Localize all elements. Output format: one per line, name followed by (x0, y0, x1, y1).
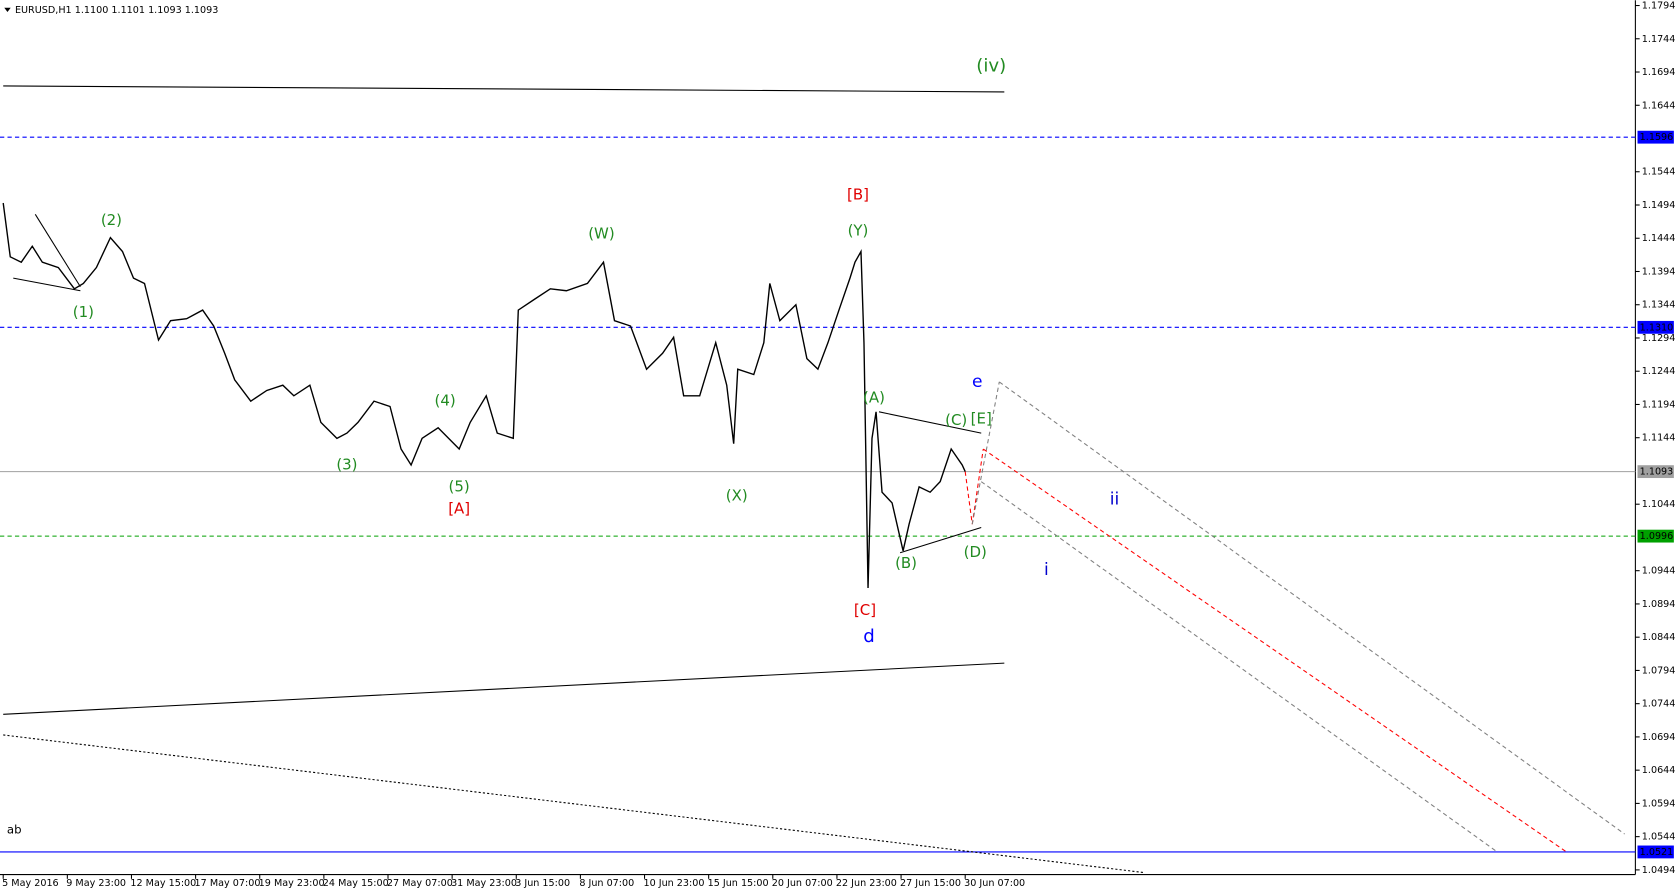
wave-label: (A) (863, 388, 885, 406)
wave-label: (X) (726, 487, 748, 505)
trend-line (34, 214, 81, 288)
x-tick-label: 12 May 15:00 (130, 878, 196, 889)
wave-label: i (1044, 560, 1049, 580)
wave-label: (4) (435, 392, 456, 410)
wave-label: [B] (847, 186, 869, 204)
wave-label: (C) (945, 411, 967, 429)
price-level-label: 1.1310 (1640, 322, 1674, 333)
x-tick-label: 27 May 07:00 (387, 878, 453, 889)
x-tick-label: 24 May 15:00 (323, 878, 389, 889)
trend-line (3, 662, 1005, 715)
wave-label: (B) (895, 554, 917, 572)
x-tick-label: 17 May 07:00 (195, 878, 261, 889)
menu-arrow (4, 7, 11, 12)
wave-label: [C] (854, 601, 876, 619)
wave-label: (D) (964, 543, 987, 561)
trend-line (971, 381, 1000, 525)
y-tick-label: 1.1144 (1642, 433, 1676, 444)
price-level-box (1637, 529, 1674, 543)
price-level-box (1637, 845, 1674, 859)
wave-label: e (972, 372, 983, 392)
y-tick-label: 1.1394 (1642, 266, 1676, 277)
price-level-label: 1.0996 (1640, 531, 1674, 542)
y-tick-label: 1.1294 (1642, 333, 1676, 344)
trend-line (980, 481, 1497, 852)
y-tick-label: 1.1194 (1642, 399, 1676, 410)
wave-label: [A] (448, 499, 470, 517)
y-tick-label: 1.0794 (1642, 665, 1676, 676)
trend-line (3, 734, 1144, 874)
x-tick-label: 3 Jun 15:00 (515, 878, 570, 889)
y-tick-label: 1.1444 (1642, 233, 1676, 244)
y-tick-label: 1.1694 (1642, 67, 1676, 78)
x-tick-label: 10 Jun 23:00 (643, 878, 704, 889)
wave-label: (Y) (848, 221, 869, 239)
wave-label: (iv) (976, 56, 1006, 77)
y-tick-label: 1.1544 (1642, 167, 1676, 178)
price-line (2, 202, 966, 589)
y-tick-label: 1.0594 (1642, 798, 1676, 809)
y-tick-label: 1.1744 (1642, 34, 1676, 45)
wave-label: [E] (971, 410, 992, 428)
price-level-box (1637, 320, 1674, 334)
y-tick-label: 1.1044 (1642, 499, 1676, 510)
y-tick-label: 1.0494 (1642, 865, 1676, 876)
y-tick-label: 1.1794 (1642, 1, 1676, 12)
y-tick-label: 1.1494 (1642, 200, 1676, 211)
x-tick-label: 27 Jun 15:00 (900, 878, 961, 889)
wave-label: (5) (449, 477, 470, 495)
x-tick-label: 15 Jun 15:00 (708, 878, 769, 889)
trend-line (998, 381, 1625, 835)
y-tick-label: 1.1644 (1642, 100, 1676, 111)
x-tick-label: 19 May 23:00 (259, 878, 325, 889)
wave-label: (W) (588, 225, 614, 243)
y-tick-label: 1.0844 (1642, 632, 1676, 643)
price-level-box (1637, 465, 1674, 479)
y-tick-label: 1.0544 (1642, 832, 1676, 843)
chart-title: EURUSD,H1 1.1100 1.1101 1.1093 1.1093 (15, 5, 218, 16)
y-tick-label: 1.0694 (1642, 732, 1676, 743)
trend-line (3, 85, 1005, 93)
x-tick-label: 30 Jun 07:00 (964, 878, 1025, 889)
x-tick-label: 20 Jun 07:00 (772, 878, 833, 889)
wave-label: ab (7, 823, 22, 837)
y-tick-label: 1.0644 (1642, 765, 1676, 776)
wave-label: (1) (73, 303, 94, 321)
y-tick-label: 1.0894 (1642, 599, 1676, 610)
x-tick-label: 8 Jun 07:00 (579, 878, 634, 889)
price-level-label: 1.0521 (1640, 847, 1674, 858)
x-tick-label: 9 May 23:00 (66, 878, 126, 889)
price-level-label: 1.1093 (1640, 467, 1674, 478)
price-level-label: 1.1596 (1640, 132, 1674, 143)
trend-line (899, 526, 982, 554)
wave-label: (2) (101, 211, 122, 229)
x-tick-label: 22 Jun 23:00 (836, 878, 897, 889)
y-tick-label: 1.1244 (1642, 366, 1676, 377)
wave-label: d (863, 626, 875, 647)
trend-line (13, 277, 81, 292)
y-tick-label: 1.0744 (1642, 699, 1676, 710)
trend-line (878, 411, 982, 434)
y-tick-label: 1.0944 (1642, 566, 1676, 577)
price-level-box (1637, 130, 1674, 144)
trend-line (982, 448, 1566, 852)
x-tick-label: 31 May 23:00 (451, 878, 517, 889)
y-tick-label: 1.1344 (1642, 300, 1676, 311)
wave-label: (3) (336, 455, 357, 473)
wave-label: ii (1110, 490, 1120, 510)
x-tick-label: 5 May 2016 (2, 878, 59, 889)
